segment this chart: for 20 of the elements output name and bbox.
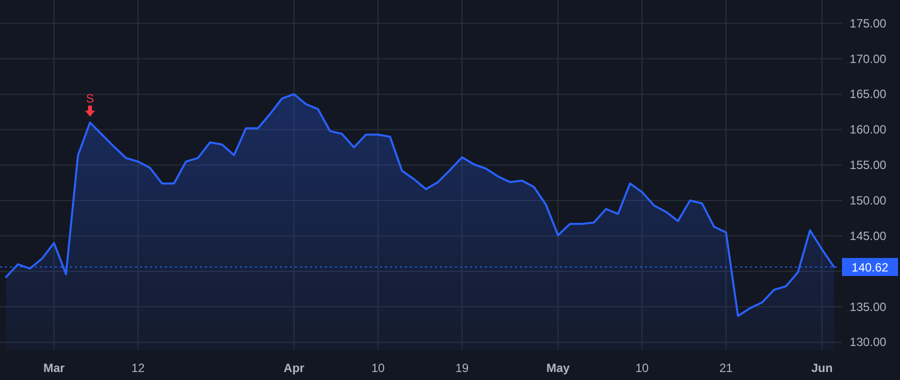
y-tick-label: 170.00 bbox=[850, 52, 887, 66]
x-tick-label: 10 bbox=[635, 361, 649, 375]
y-tick-label: 145.00 bbox=[850, 228, 887, 243]
y-tick-label: 165.00 bbox=[850, 87, 887, 102]
x-tick-label: 21 bbox=[719, 361, 733, 375]
x-tick-label: May bbox=[546, 361, 570, 375]
y-tick-label: 155.00 bbox=[850, 158, 887, 172]
y-tick-label: 150.00 bbox=[850, 194, 887, 208]
x-tick-label: Jun bbox=[811, 361, 833, 375]
x-tick-label: 10 bbox=[371, 361, 385, 375]
y-tick-label: 135.00 bbox=[850, 300, 887, 314]
y-tick-label: 160.00 bbox=[850, 122, 887, 137]
y-tick-label: 130.00 bbox=[850, 335, 887, 350]
annotation: S bbox=[86, 92, 94, 106]
x-tick-label: Apr bbox=[284, 361, 305, 375]
x-tick-label: Mar bbox=[43, 361, 65, 375]
ref-line-label: 140.62 bbox=[852, 260, 889, 274]
x-tick-label: 19 bbox=[455, 361, 469, 375]
y-tick-label: 175.00 bbox=[850, 16, 887, 30]
x-tick-label: 12 bbox=[131, 361, 145, 375]
